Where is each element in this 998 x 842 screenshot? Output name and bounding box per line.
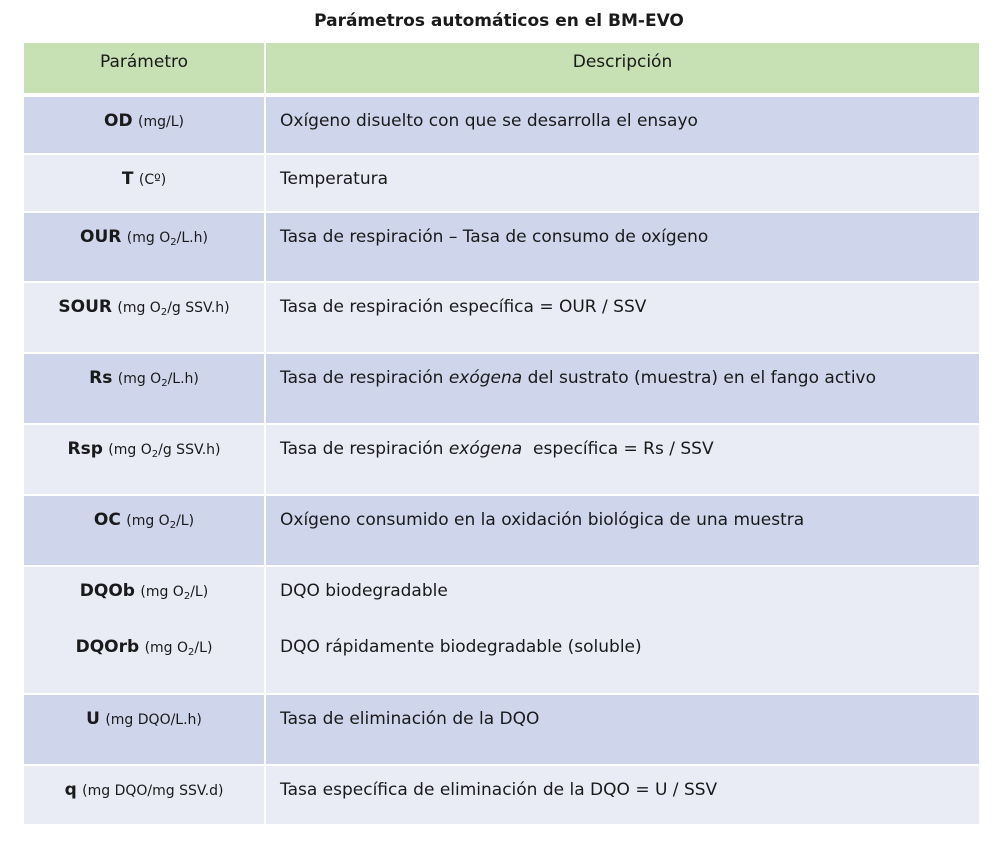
param-symbol: OUR xyxy=(80,227,122,247)
unit-part: /L) xyxy=(176,513,195,529)
param-line: DQOrb (mg O2/L) xyxy=(24,637,264,658)
desc-part: Tasa de respiración xyxy=(280,368,449,388)
table-row: OD (mg/L) Oxígeno disuelto con que se de… xyxy=(24,97,979,155)
description-cell: Tasa de eliminación de la DQO xyxy=(264,695,979,766)
param-symbol: Rsp xyxy=(67,439,103,459)
table-row: Rsp (mg O2/g SSV.h) Tasa de respiración … xyxy=(24,425,979,496)
param-symbol: SOUR xyxy=(58,297,112,317)
desc-part: específica = Rs / SSV xyxy=(522,439,714,459)
description-cell: Tasa de respiración específica = OUR / S… xyxy=(264,283,979,354)
unit-part: (mg O xyxy=(144,640,189,656)
param-cell: q (mg DQO/mg SSV.d) xyxy=(24,766,264,826)
table-row: q (mg DQO/mg SSV.d) Tasa específica de e… xyxy=(24,766,979,826)
description-cell: Tasa de respiración – Tasa de consumo de… xyxy=(264,213,979,283)
param-cell: SOUR (mg O2/g SSV.h) xyxy=(24,283,264,354)
parameters-table: Parámetro Descripción OD (mg/L) Oxígeno … xyxy=(24,43,979,826)
unit-subscript: 2 xyxy=(160,307,168,318)
param-cell: OC (mg O2/L) xyxy=(24,496,264,567)
description-cell: DQO biodegradable DQO rápidamente biodeg… xyxy=(264,567,979,695)
unit-subscript: 2 xyxy=(161,378,168,389)
unit-subscript: 2 xyxy=(188,647,195,658)
description-cell: Oxígeno disuelto con que se desarrolla e… xyxy=(264,97,979,155)
param-symbol: DQOb xyxy=(79,581,135,601)
param-symbol: U xyxy=(86,709,100,729)
description-cell: Temperatura xyxy=(264,155,979,213)
unit-part: /L.h) xyxy=(167,371,199,387)
unit-part: /L) xyxy=(194,640,213,656)
table-title: Parámetros automáticos en el BM-EVO xyxy=(314,11,684,31)
desc-part: del sustrato (muestra) en el fango activ… xyxy=(522,368,877,388)
table-row: SOUR (mg O2/g SSV.h) Tasa de respiración… xyxy=(24,283,979,354)
param-cell: U (mg DQO/L.h) xyxy=(24,695,264,766)
param-unit: (mg O2/L.h) xyxy=(126,230,208,248)
param-unit: (mg O2/L.h) xyxy=(117,371,199,389)
desc-emphasis: exógena xyxy=(448,368,523,388)
description-cell: Oxígeno consumido en la oxidación biológ… xyxy=(264,496,979,567)
unit-part: (mg O xyxy=(117,300,161,316)
desc-part: Tasa de respiración xyxy=(280,439,449,459)
unit-part: /L.h) xyxy=(176,230,208,246)
header-parametro: Parámetro xyxy=(24,43,264,97)
unit-subscript: 2 xyxy=(151,449,159,460)
table-row: U (mg DQO/L.h) Tasa de eliminación de la… xyxy=(24,695,979,766)
param-cell: T (Cº) xyxy=(24,155,264,213)
param-unit: (Cº) xyxy=(138,172,167,188)
param-unit: (mg O2/g SSV.h) xyxy=(117,300,230,318)
table-row: OUR (mg O2/L.h) Tasa de respiración – Ta… xyxy=(24,213,979,283)
param-symbol: OD xyxy=(104,111,133,131)
header-descripcion: Descripción xyxy=(264,43,979,97)
unit-part: (mg O xyxy=(140,584,184,600)
param-cell: Rsp (mg O2/g SSV.h) xyxy=(24,425,264,496)
param-symbol: Rs xyxy=(89,368,113,388)
desc-emphasis: exógena xyxy=(448,439,523,459)
description-cell: Tasa de respiración exógena del sustrato… xyxy=(264,354,979,425)
description-cell: Tasa de respiración exógena específica =… xyxy=(264,425,979,496)
unit-part: /g SSV.h) xyxy=(167,300,230,316)
param-line: DQOb (mg O2/L) xyxy=(24,581,264,602)
unit-part: /g SSV.h) xyxy=(158,442,221,458)
param-cell: Rs (mg O2/L.h) xyxy=(24,354,264,425)
param-cell: OUR (mg O2/L.h) xyxy=(24,213,264,283)
param-unit: (mg DQO/mg SSV.d) xyxy=(82,783,224,799)
param-cell: DQOb (mg O2/L) DQOrb (mg O2/L) xyxy=(24,567,264,695)
table-row: Rs (mg O2/L.h) Tasa de respiración exóge… xyxy=(24,354,979,425)
unit-part: (mg O xyxy=(117,371,162,387)
unit-subscript: 2 xyxy=(169,520,177,531)
param-unit: (mg/L) xyxy=(138,114,184,130)
unit-subscript: 2 xyxy=(183,591,191,602)
table-row: T (Cº) Temperatura xyxy=(24,155,979,213)
desc-line: DQO biodegradable xyxy=(280,581,448,601)
param-unit: (mg O2/L) xyxy=(140,584,209,602)
unit-part: (mg O xyxy=(126,513,170,529)
unit-subscript: 2 xyxy=(170,237,177,248)
desc-line: DQO rápidamente biodegradable (soluble) xyxy=(280,637,642,657)
param-unit: (mg O2/L) xyxy=(144,640,213,658)
param-unit: (mg DQO/L.h) xyxy=(105,712,202,728)
description-cell: Tasa específica de eliminación de la DQO… xyxy=(264,766,979,826)
param-unit: (mg O2/L) xyxy=(126,513,195,531)
unit-part: (mg O xyxy=(108,442,152,458)
param-symbol: OC xyxy=(93,510,121,530)
param-unit: (mg O2/g SSV.h) xyxy=(108,442,221,460)
table-row: DQOb (mg O2/L) DQOrb (mg O2/L) DQO biode… xyxy=(24,567,979,695)
param-cell: OD (mg/L) xyxy=(24,97,264,155)
unit-part: /L) xyxy=(190,584,209,600)
param-symbol: q xyxy=(64,780,77,800)
table-header-row: Parámetro Descripción xyxy=(24,43,979,97)
param-symbol: DQOrb xyxy=(75,637,140,657)
unit-part: (mg O xyxy=(126,230,171,246)
param-symbol: T xyxy=(121,169,134,189)
table-row: OC (mg O2/L) Oxígeno consumido en la oxi… xyxy=(24,496,979,567)
